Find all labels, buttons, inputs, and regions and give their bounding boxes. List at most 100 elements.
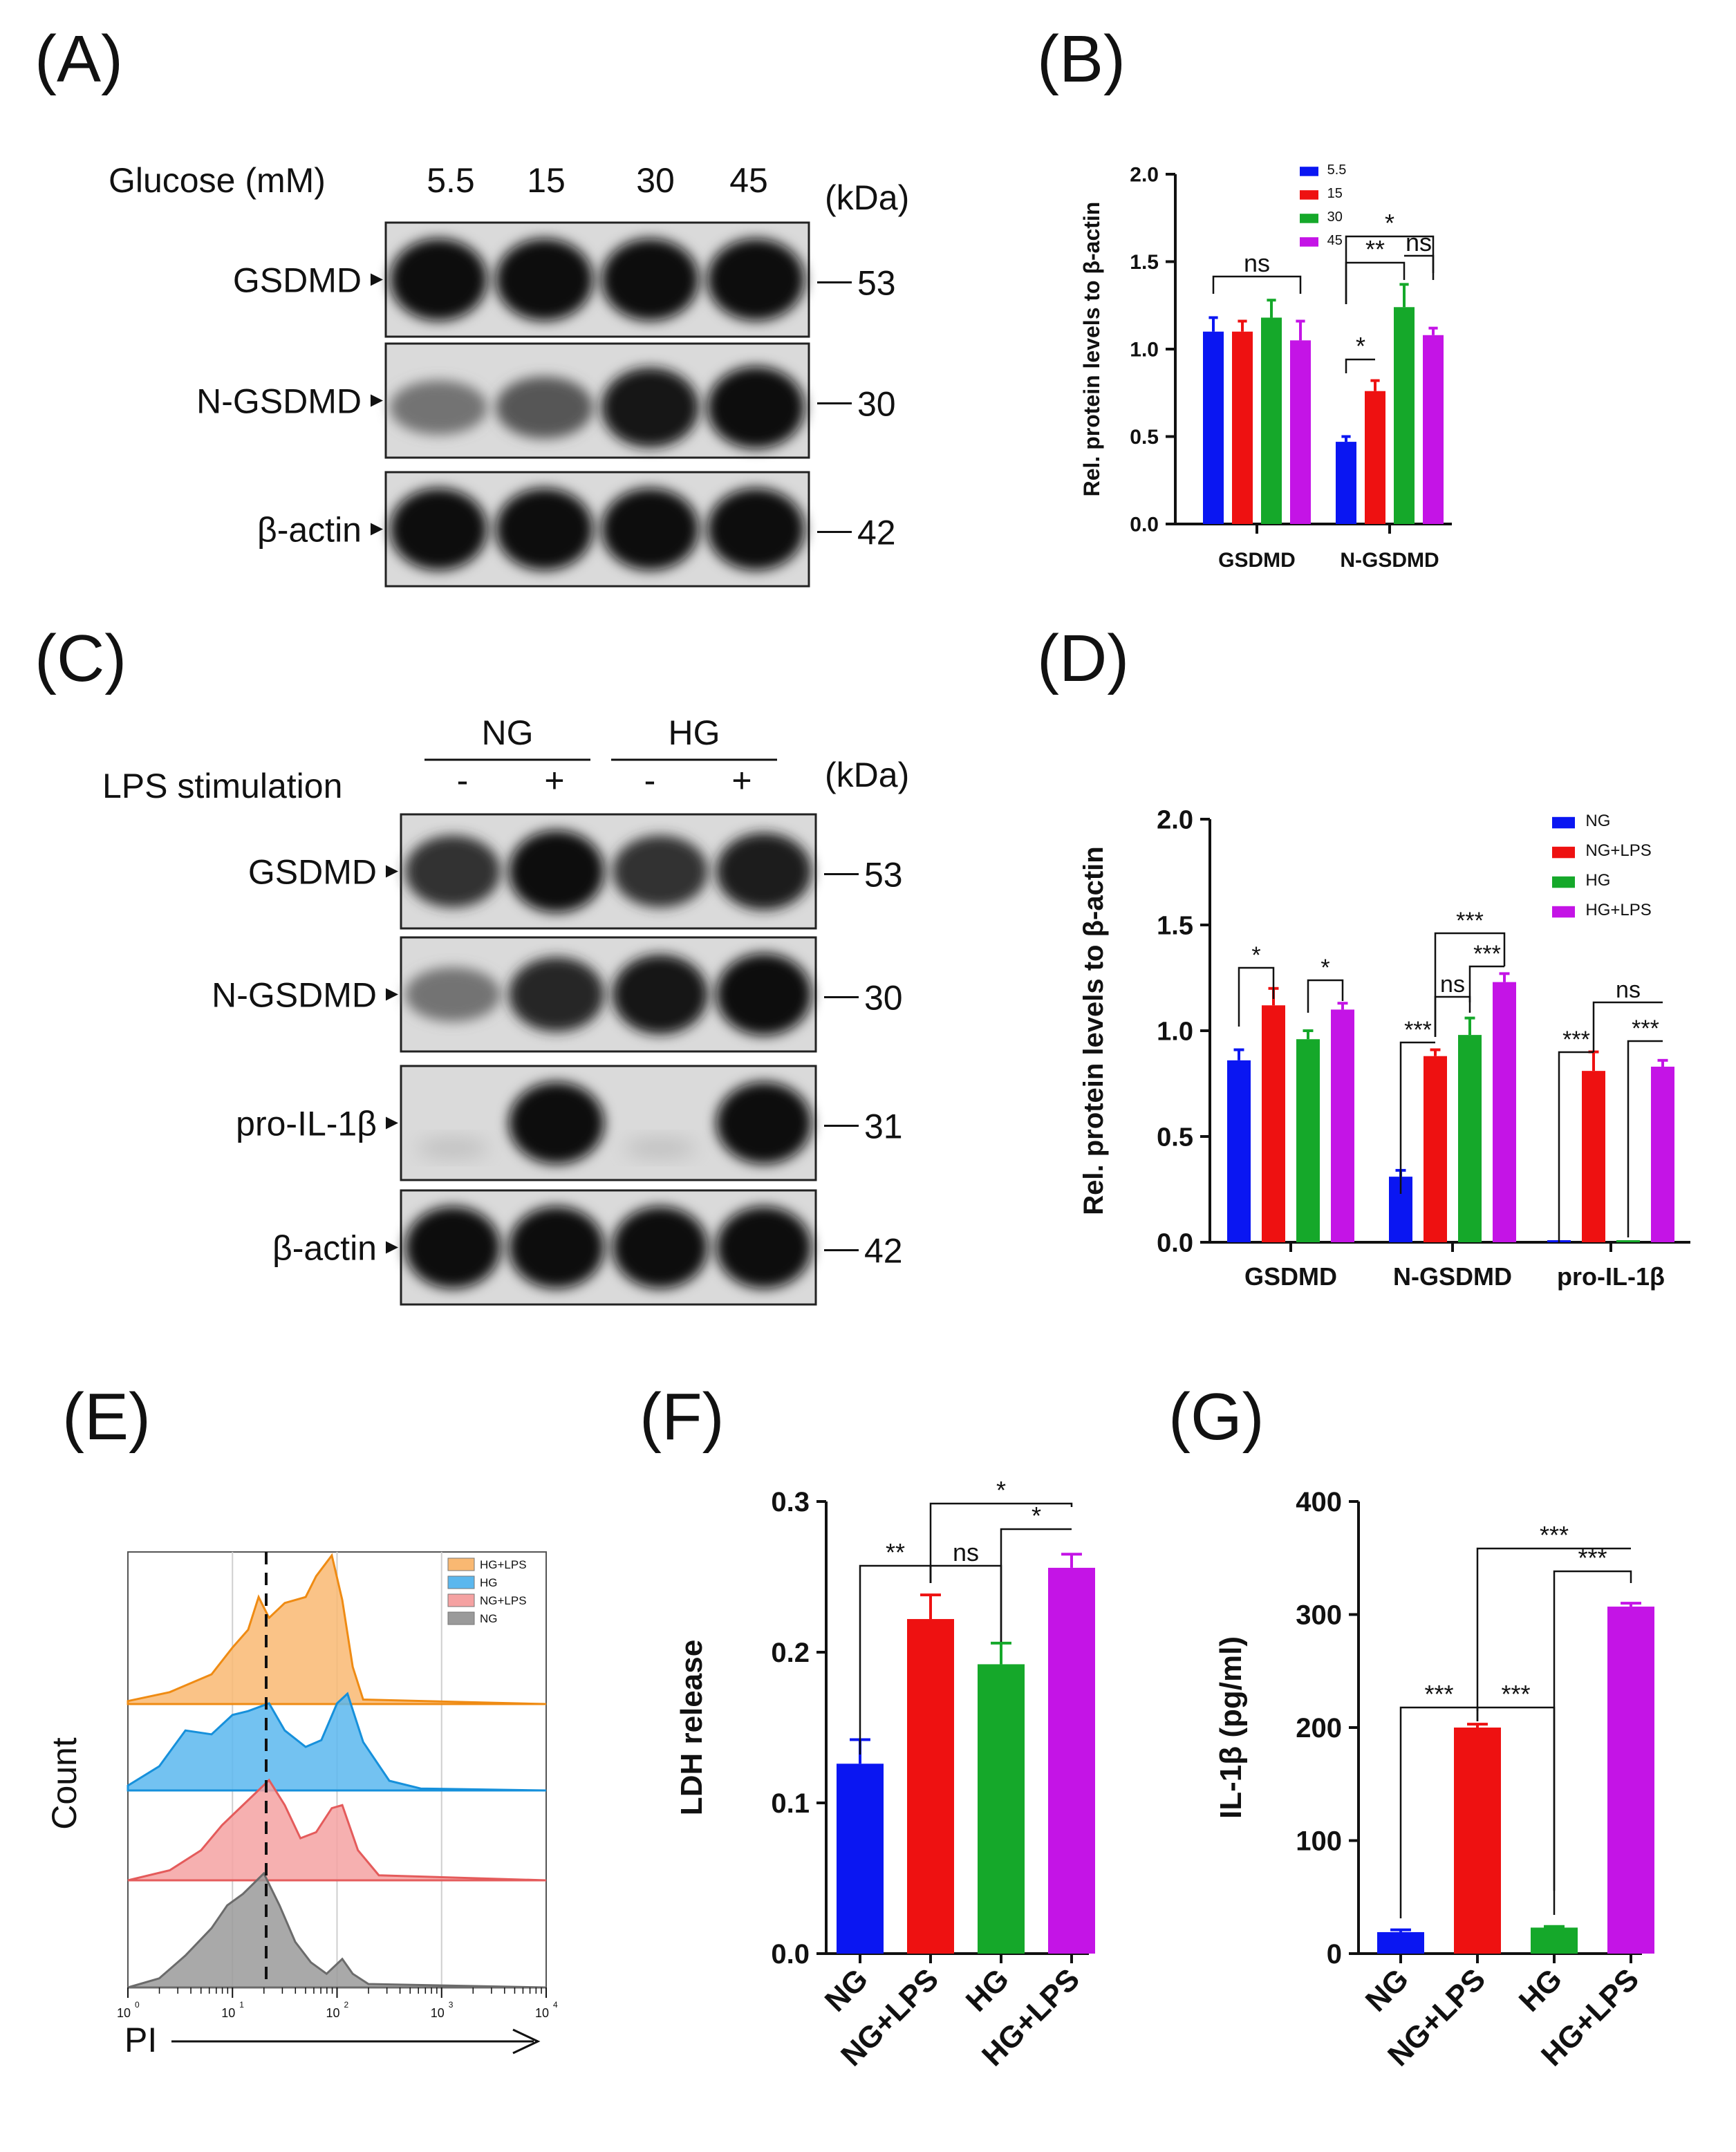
bar-chart-d: 0.0 0.5 1.0 1.5 2.0 Rel. protein levels to β-…: [1079, 805, 1690, 1291]
legend-label: 15: [1327, 186, 1343, 201]
bar: [1290, 340, 1311, 524]
x-tick-exponent: 2: [344, 2000, 349, 2010]
blot-row-label: β-actin: [257, 511, 362, 550]
panel-label-b: (B): [1037, 22, 1126, 96]
blot-band: [707, 238, 805, 321]
y-tick-label: 0.5: [1157, 1123, 1193, 1152]
significance-bracket: [1238, 966, 1275, 1027]
significance-bracket: [1434, 932, 1506, 1037]
legend-swatch: [447, 1575, 475, 1589]
bar: [1423, 335, 1444, 524]
y-tick-label: 1.0: [1157, 1017, 1193, 1046]
bar: [1531, 1927, 1578, 1954]
blot-c-lane-label: +: [544, 761, 564, 800]
blot-c-lane-label: +: [731, 761, 752, 800]
bar: [1377, 1931, 1424, 1954]
blot-band: [601, 367, 699, 448]
legend-label: 5.5: [1327, 162, 1347, 178]
histogram-x-axis-label: PI: [124, 2021, 157, 2059]
band-marker-arrow: [386, 1116, 398, 1130]
blot-band: [707, 366, 805, 449]
histogram-ridge: [127, 1871, 547, 1989]
kda-value: 30: [857, 385, 896, 424]
blot-band: [613, 835, 708, 908]
legend-label: 30: [1327, 209, 1343, 225]
blot-c-kda-label: (kDa): [825, 756, 909, 794]
blot-c-lane-label: -: [457, 761, 469, 800]
blot-a-lane-label: 30: [636, 161, 675, 200]
category-label: N-GSDMD: [1393, 1262, 1512, 1291]
y-tick-label: 0.0: [1130, 514, 1159, 536]
legend-swatch: [447, 1611, 475, 1625]
blot-c-group-label: HG: [669, 713, 720, 752]
category-label: GSDMD: [1244, 1262, 1337, 1291]
significance-label: ns: [1616, 977, 1641, 1003]
blot-band: [496, 376, 593, 439]
significance-label: ***: [1456, 908, 1484, 934]
x-tick-label: 10: [221, 2006, 235, 2020]
significance-bracket: [1476, 1547, 1631, 1711]
bar-chart-b: 0.0 0.5 1.0 1.5 2.0 Rel. protein levels to β-…: [1079, 162, 1452, 572]
significance-bracket: [1345, 358, 1375, 373]
legend-swatch: [1300, 237, 1318, 247]
band-marker-arrow: [371, 273, 383, 286]
y-tick-label: 1.0: [1130, 339, 1159, 362]
y-axis-label: IL-1β (pg/ml): [1214, 1636, 1248, 1819]
category-label: NG: [1359, 1962, 1415, 2018]
bar: [1203, 331, 1224, 524]
blot-band: [716, 953, 812, 1036]
significance-bracket: [1553, 1570, 1632, 1891]
panel-label-e: (E): [62, 1380, 151, 1454]
category-label: pro-IL-1β: [1557, 1262, 1665, 1291]
western-blot-c: NG HG LPS stimulation - + - + (kDa) GSDM…: [102, 713, 909, 1306]
legend-swatch: [1552, 816, 1575, 829]
blot-band: [405, 1206, 501, 1289]
blot-band: [509, 1082, 604, 1164]
blot-a-kda-label: (kDa): [825, 178, 909, 217]
blot-band: [390, 238, 487, 321]
bar: [1651, 1067, 1674, 1242]
legend-swatch: [1300, 190, 1318, 200]
y-tick-label: 400: [1296, 1487, 1342, 1517]
bar: [978, 1664, 1025, 1954]
blot-band: [624, 1139, 697, 1158]
significance-label: ns: [1440, 971, 1465, 998]
blot-band: [509, 830, 604, 913]
blot-a-lane-label: 15: [527, 161, 566, 200]
y-axis-label: LDH release: [675, 1640, 709, 1815]
blot-band: [405, 835, 501, 908]
kda-value: 42: [857, 514, 896, 552]
significance-label: ***: [1562, 1027, 1590, 1053]
blot-band: [613, 954, 708, 1035]
blot-a-lane-label: 45: [729, 161, 768, 200]
blot-row-label: N-GSDMD: [196, 382, 362, 421]
significance-label: ***: [1404, 1017, 1432, 1043]
legend-swatch: [1552, 906, 1575, 918]
bar: [1331, 1009, 1354, 1242]
legend-label: NG+LPS: [1585, 841, 1651, 860]
blot-band: [716, 1206, 812, 1289]
significance-bracket: [1212, 275, 1302, 294]
flow-histogram-e: HG+LPS HG NG+LPS NG 10 0 10 1 10 2 10 3 10 4 Count P…: [45, 1551, 558, 2059]
significance-label: ***: [1501, 1680, 1530, 1708]
legend-swatch: [1300, 214, 1318, 223]
significance-label: **: [1365, 235, 1385, 263]
significance-label: ns: [953, 1538, 979, 1566]
western-blot-a: Glucose (mM) 5.5 15 30 45 (kDa) GSDMD 53 N…: [109, 161, 909, 588]
band-marker-arrow: [371, 523, 383, 536]
blot-band: [496, 238, 593, 321]
category-label: GSDMD: [1218, 549, 1296, 572]
blot-band: [707, 488, 805, 570]
y-tick-label: 1.5: [1130, 251, 1159, 274]
legend-swatch: [1552, 846, 1575, 859]
histogram-ridge: [127, 1553, 547, 1705]
blot-band: [496, 488, 593, 570]
significance-label: *: [1251, 942, 1260, 969]
blot-row-label: GSDMD: [248, 853, 377, 892]
legend-label: NG+LPS: [480, 1594, 527, 1607]
band-marker-arrow: [386, 865, 398, 878]
panel-label-f: (F): [640, 1380, 725, 1454]
blot-c-lane-label: -: [644, 761, 656, 800]
bar: [837, 1763, 884, 1954]
